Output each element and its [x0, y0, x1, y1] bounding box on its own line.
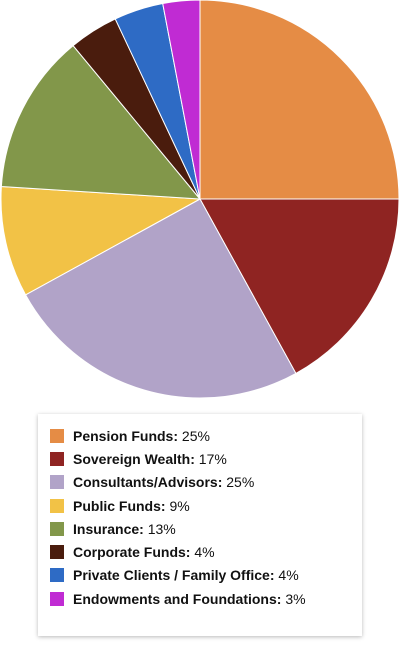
- legend-swatch: [50, 475, 64, 490]
- legend-value: 13%: [147, 520, 176, 537]
- legend-item: Private Clients / Family Office: 4%: [50, 564, 354, 587]
- legend-label: Public Funds: [73, 497, 161, 514]
- legend-value: 9%: [169, 497, 190, 514]
- pie-slice-2: [24, 198, 297, 399]
- legend-item: Endowments and Foundations: 3%: [50, 587, 354, 610]
- legend-value: 4%: [194, 544, 215, 561]
- legend-value: 25%: [226, 474, 255, 491]
- legend-swatch: [50, 451, 64, 466]
- legend-swatch: [50, 498, 64, 513]
- legend-item: Consultants/Advisors: 25%: [50, 471, 354, 494]
- legend-item: Pension Funds: 25%: [50, 424, 354, 447]
- legend-label: Sovereign Wealth: [73, 450, 191, 467]
- legend-item: Sovereign Wealth: 17%: [50, 447, 354, 470]
- legend-label: Insurance: [73, 520, 140, 537]
- legend-label: Consultants/Advisors: [73, 474, 218, 491]
- pie-slice-1: [199, 198, 400, 375]
- legend-value: 25%: [181, 427, 210, 444]
- legend-swatch: [50, 568, 64, 583]
- legend-value: 17%: [198, 450, 227, 467]
- legend-label: Endowments and Foundations: [73, 590, 277, 607]
- legend-label: Pension Funds: [73, 427, 174, 444]
- pie-slice-7: [162, 0, 201, 200]
- legend-item: Insurance: 13%: [50, 517, 354, 540]
- pie-slice-3: [0, 185, 202, 296]
- legend-label: Corporate Funds: [73, 544, 186, 561]
- legend-swatch: [50, 545, 64, 560]
- pie-chart: [0, 0, 400, 399]
- pie-slice-4: [0, 44, 202, 200]
- legend-swatch: [50, 591, 64, 606]
- legend-swatch: [50, 521, 64, 536]
- legend-label: Private Clients / Family Office: [73, 567, 270, 584]
- chart-legend: Pension Funds: 25% Sovereign Wealth: 17% C…: [38, 414, 362, 636]
- pie-slice-0: [199, 0, 400, 200]
- legend-value: 4%: [278, 567, 299, 584]
- legend-swatch: [50, 428, 64, 443]
- legend-item: Corporate Funds: 4%: [50, 540, 354, 563]
- legend-value: 3%: [285, 590, 306, 607]
- legend-item: Public Funds: 9%: [50, 494, 354, 517]
